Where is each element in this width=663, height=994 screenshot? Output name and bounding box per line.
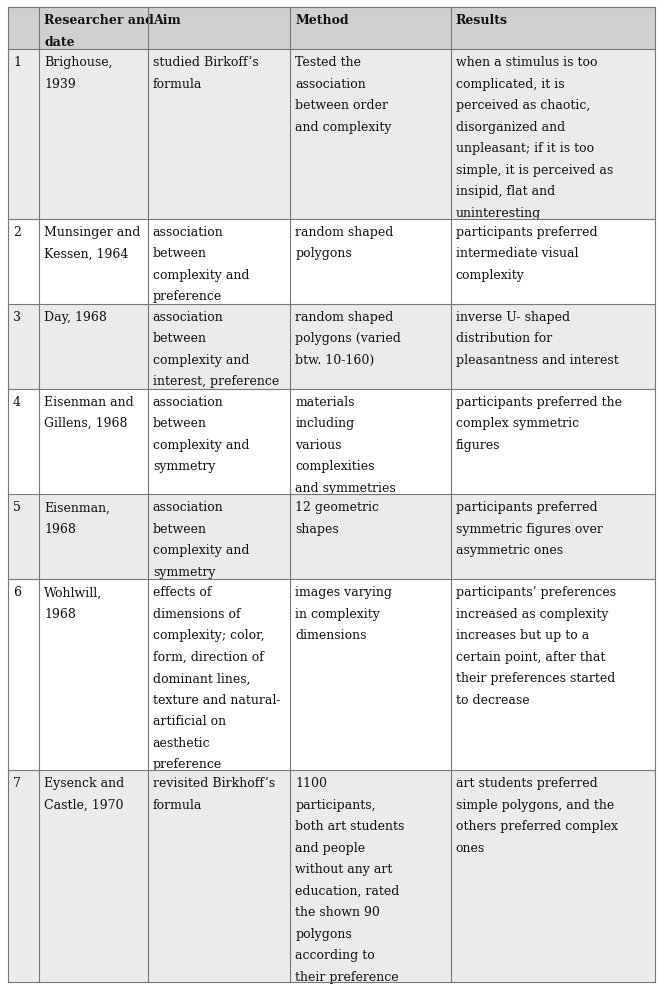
Text: Day, 1968: Day, 1968: [44, 310, 107, 323]
Bar: [290, 580, 451, 770]
Bar: [148, 304, 290, 389]
Bar: [290, 495, 451, 580]
Bar: [148, 770, 290, 982]
Text: random shaped
polygons (varied
btw. 10-160): random shaped polygons (varied btw. 10-1…: [295, 310, 401, 367]
Text: 4: 4: [13, 396, 21, 409]
Bar: [451, 51, 655, 220]
Bar: [451, 8, 655, 51]
Text: participants preferred
symmetric figures over
asymmetric ones: participants preferred symmetric figures…: [455, 501, 603, 557]
Bar: [8, 495, 39, 580]
Bar: [8, 8, 39, 51]
Bar: [290, 770, 451, 982]
Bar: [451, 389, 655, 495]
Text: Method: Method: [295, 14, 349, 27]
Text: Wohlwill,
1968: Wohlwill, 1968: [44, 585, 102, 620]
Text: 12 geometric
shapes: 12 geometric shapes: [295, 501, 379, 536]
Text: 2: 2: [13, 226, 21, 239]
Text: effects of
dimensions of
complexity; color,
form, direction of
dominant lines,
t: effects of dimensions of complexity; col…: [152, 585, 280, 770]
Text: when a stimulus is too
complicated, it is
perceived as chaotic,
disorganized and: when a stimulus is too complicated, it i…: [455, 57, 613, 220]
Bar: [148, 495, 290, 580]
Text: revisited Birkhoff’s
formula: revisited Birkhoff’s formula: [152, 776, 275, 811]
Bar: [39, 51, 148, 220]
Text: Results: Results: [455, 14, 508, 27]
Bar: [290, 8, 451, 51]
Bar: [148, 389, 290, 495]
Text: association
between
complexity and
symmetry: association between complexity and symme…: [152, 396, 249, 472]
Bar: [148, 51, 290, 220]
Bar: [148, 220, 290, 304]
Text: 5: 5: [13, 501, 21, 514]
Bar: [451, 220, 655, 304]
Text: inverse U- shaped
distribution for
pleasantness and interest: inverse U- shaped distribution for pleas…: [455, 310, 619, 367]
Bar: [451, 495, 655, 580]
Bar: [39, 304, 148, 389]
Bar: [290, 304, 451, 389]
Text: studied Birkoff’s
formula: studied Birkoff’s formula: [152, 57, 259, 90]
Bar: [148, 8, 290, 51]
Text: Tested the
association
between order
and complexity: Tested the association between order and…: [295, 57, 392, 134]
Text: Aim: Aim: [152, 14, 180, 27]
Bar: [39, 220, 148, 304]
Bar: [8, 389, 39, 495]
Text: Eisenman,
1968: Eisenman, 1968: [44, 501, 110, 536]
Text: 1: 1: [13, 57, 21, 70]
Text: Brighouse,
1939: Brighouse, 1939: [44, 57, 113, 90]
Bar: [8, 304, 39, 389]
Bar: [8, 51, 39, 220]
Bar: [39, 580, 148, 770]
Bar: [39, 495, 148, 580]
Text: association
between
complexity and
interest, preference: association between complexity and inter…: [152, 310, 279, 388]
Bar: [39, 389, 148, 495]
Bar: [451, 304, 655, 389]
Text: 1100
participants,
both art students
and people
without any art
education, rated: 1100 participants, both art students and…: [295, 776, 404, 982]
Bar: [39, 8, 148, 51]
Bar: [290, 389, 451, 495]
Bar: [451, 770, 655, 982]
Text: images varying
in complexity
dimensions: images varying in complexity dimensions: [295, 585, 392, 642]
Text: random shaped
polygons: random shaped polygons: [295, 226, 393, 260]
Bar: [290, 220, 451, 304]
Bar: [148, 580, 290, 770]
Text: 7: 7: [13, 776, 21, 789]
Text: 6: 6: [13, 585, 21, 598]
Text: materials
including
various
complexities
and symmetries: materials including various complexities…: [295, 396, 396, 494]
Bar: [39, 770, 148, 982]
Text: Munsinger and
Kessen, 1964: Munsinger and Kessen, 1964: [44, 226, 141, 260]
Text: Researcher and
date: Researcher and date: [44, 14, 154, 49]
Text: participants preferred the
complex symmetric
figures: participants preferred the complex symme…: [455, 396, 621, 451]
Text: association
between
complexity and
preference: association between complexity and prefe…: [152, 226, 249, 303]
Bar: [8, 220, 39, 304]
Text: association
between
complexity and
symmetry: association between complexity and symme…: [152, 501, 249, 579]
Text: art students preferred
simple polygons, and the
others preferred complex
ones: art students preferred simple polygons, …: [455, 776, 617, 854]
Bar: [8, 770, 39, 982]
Text: Eysenck and
Castle, 1970: Eysenck and Castle, 1970: [44, 776, 124, 811]
Bar: [451, 580, 655, 770]
Text: participants’ preferences
increased as complexity
increases but up to a
certain : participants’ preferences increased as c…: [455, 585, 616, 706]
Text: Eisenman and
Gillens, 1968: Eisenman and Gillens, 1968: [44, 396, 134, 429]
Text: 3: 3: [13, 310, 21, 323]
Text: participants preferred
intermediate visual
complexity: participants preferred intermediate visu…: [455, 226, 597, 281]
Bar: [290, 51, 451, 220]
Bar: [8, 580, 39, 770]
